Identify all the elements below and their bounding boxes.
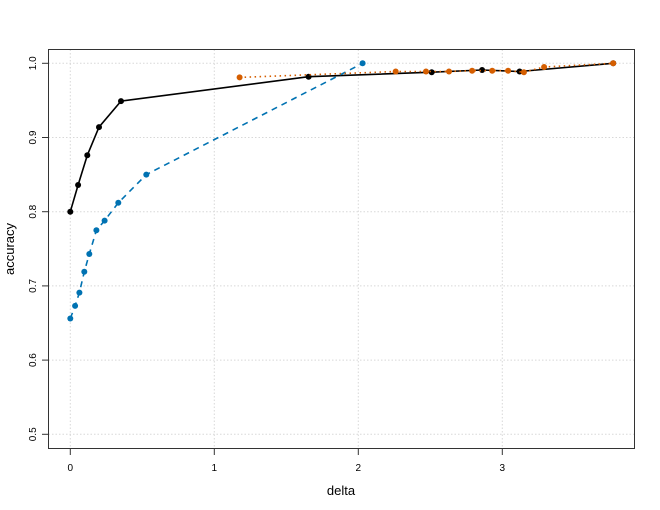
data-point <box>541 64 548 70</box>
data-point <box>81 268 88 275</box>
series-line <box>239 62 614 79</box>
data-point <box>86 251 93 257</box>
y-tick-label: 0.7 <box>28 279 39 293</box>
y-tick-label: 0.9 <box>28 130 39 144</box>
data-point <box>72 302 79 309</box>
data-point <box>93 227 100 234</box>
series-black-solid <box>67 60 617 215</box>
data-point <box>446 68 452 75</box>
series-blue-dashed <box>67 60 366 322</box>
y-tick-label: 0.8 <box>28 204 39 218</box>
data-point <box>469 67 476 74</box>
data-point <box>610 60 617 67</box>
data-point <box>67 315 74 322</box>
x-tick-label: 2 <box>356 463 362 474</box>
series-line <box>69 62 363 319</box>
data-point <box>67 208 74 215</box>
y-tick-label: 0.6 <box>28 353 39 367</box>
data-point <box>359 60 366 67</box>
data-point <box>505 67 512 74</box>
data-point <box>84 152 91 159</box>
data-series <box>67 60 617 322</box>
data-point <box>236 74 243 81</box>
data-point <box>115 199 122 206</box>
data-point <box>489 67 496 74</box>
data-point <box>520 69 527 76</box>
x-tick-label: 1 <box>212 463 218 474</box>
y-tick-label: 1.0 <box>28 56 39 70</box>
series-orange-dotted <box>236 60 617 81</box>
data-point <box>75 182 82 188</box>
data-point <box>143 171 150 178</box>
data-point <box>392 68 399 75</box>
data-point <box>423 68 429 75</box>
plot-frame <box>48 49 635 449</box>
data-point <box>118 98 124 105</box>
grid-lines <box>48 49 635 449</box>
x-axis-title: delta <box>327 483 356 498</box>
y-tick-label: 0.5 <box>28 427 39 441</box>
x-tick-label: 0 <box>68 463 74 474</box>
data-point <box>96 124 102 131</box>
y-axis-title: accuracy <box>2 222 17 275</box>
x-axis: 0 1 2 3 <box>68 448 506 474</box>
data-point <box>101 217 108 224</box>
x-tick-label: 3 <box>500 463 506 474</box>
y-axis: 0.5 0.6 0.7 0.8 0.9 1.0 <box>28 56 49 441</box>
data-point <box>76 289 83 296</box>
